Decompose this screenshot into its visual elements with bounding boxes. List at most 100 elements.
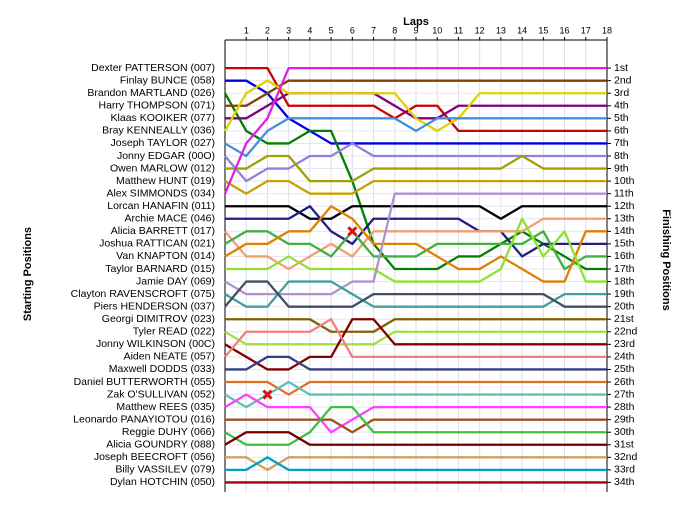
driver-label: Jonny WILKINSON (00C) — [96, 338, 215, 350]
series-line — [225, 318, 607, 333]
y2-tick-label: 5th — [614, 112, 629, 124]
series-line — [223, 66, 607, 195]
y2-tick-label: 18th — [614, 275, 635, 287]
y2-tick-label: 23rd — [614, 338, 635, 350]
driver-label: Alicia GOUNDRY (088) — [106, 439, 215, 451]
driver-label: Brandon MARTLAND (026) — [87, 87, 215, 99]
driver-label: Taylor BARNARD (015) — [105, 263, 215, 275]
driver-label: Owen MARLOW (012) — [110, 162, 215, 174]
y2-tick-label: 9th — [614, 162, 629, 174]
y2-tick-label: 11th — [614, 187, 634, 199]
y2-tick-label: 31st — [614, 439, 634, 451]
series-line — [224, 205, 607, 283]
chart-title: Laps — [403, 16, 429, 28]
driver-label: Bray KENNEALLY (036) — [102, 125, 215, 137]
series-line — [224, 330, 607, 346]
y2-tick-label: 28th — [614, 401, 635, 413]
driver-label: Jonny EDGAR (00O) — [117, 150, 215, 162]
x-tick-label: 3 — [286, 25, 291, 35]
driver-label: Reggie DUHY (066) — [122, 426, 215, 438]
y2-tick-label: 19th — [614, 288, 635, 300]
series-line — [224, 280, 607, 308]
y2-tick-label: 17th — [614, 263, 635, 275]
series-line — [224, 117, 607, 158]
driver-label: Georgi DIMITROV (023) — [102, 313, 215, 325]
x-tick-label: 10 — [432, 25, 442, 35]
x-tick-label: 18 — [602, 25, 612, 35]
x-tick-label: 9 — [413, 25, 418, 35]
y2-tick-label: 26th — [614, 376, 635, 388]
y2-tick-label: 33rd — [614, 464, 635, 476]
series-line — [224, 217, 607, 271]
series-line — [224, 431, 607, 446]
series-line — [225, 66, 607, 133]
y2-tick-label: 6th — [614, 125, 629, 137]
y2-tick-label: 29th — [614, 413, 635, 425]
series-line — [224, 280, 607, 308]
series-line — [224, 318, 607, 359]
x-tick-label: 4 — [307, 25, 312, 35]
y2-tick-label: 22nd — [614, 326, 638, 338]
x-tick-label: 7 — [371, 25, 376, 35]
driver-label: Clayton RAVENSCROFT (075) — [71, 288, 215, 300]
y2-tick-label: 30th — [614, 426, 635, 438]
x-tick-label: 1 — [244, 25, 249, 35]
series-line — [225, 456, 607, 472]
series-line — [224, 142, 607, 183]
series-line — [224, 393, 607, 434]
driver-label: Jamie DAY (069) — [136, 275, 215, 287]
series-line — [223, 79, 607, 133]
driver-label: Tyler READ (022) — [133, 326, 215, 338]
y2-tick-label: 32nd — [614, 451, 638, 463]
y2-tick-label: 3rd — [614, 87, 629, 99]
driver-label: Piers HENDERSON (037) — [94, 300, 215, 312]
x-tick-label: 17 — [581, 25, 591, 35]
driver-label: Lorcan HANAFIN (011) — [107, 200, 215, 212]
driver-label: Alicia BARRETT (017) — [111, 225, 215, 237]
driver-label: Joseph TAYLOR (027) — [111, 137, 215, 149]
y2-tick-label: 7th — [614, 137, 629, 149]
driver-label: Leonardo PANAYIOTOU (016) — [73, 413, 215, 425]
x-tick-label: 14 — [517, 25, 527, 35]
y2-tick-label: 20th — [614, 300, 635, 312]
y2-tick-label: 10th — [614, 175, 635, 187]
x-tick-label: 13 — [496, 25, 506, 35]
series-line — [224, 179, 607, 195]
series-line — [225, 418, 607, 434]
series-line — [225, 456, 607, 472]
y2-tick-label: 34th — [614, 476, 635, 488]
series-line — [225, 154, 607, 183]
series-line — [224, 230, 607, 271]
driver-label: Matthew HUNT (019) — [116, 175, 215, 187]
driver-label: Dylan HOTCHIN (050) — [110, 476, 215, 488]
driver-label: Joseph BEECROFT (056) — [94, 451, 215, 463]
x-tick-label: 16 — [560, 25, 570, 35]
y-axis-label: Starting Positions — [22, 227, 34, 321]
driver-label: Archie MACE (046) — [125, 213, 215, 225]
series-line — [225, 217, 607, 283]
y2-tick-label: 27th — [614, 388, 635, 400]
series-line — [224, 192, 607, 296]
driver-label: Alex SIMMONDS (034) — [106, 187, 215, 199]
driver-label: Joshua RATTICAN (021) — [99, 238, 215, 250]
x-tick-label: 8 — [392, 25, 397, 35]
y2-tick-label: 12th — [614, 200, 635, 212]
x-tick-label: 5 — [329, 25, 334, 35]
x-tick-label: 2 — [265, 25, 270, 35]
series-line — [225, 205, 607, 220]
y2-tick-label: 14th — [614, 225, 635, 237]
series-line — [225, 205, 607, 258]
incident-marker — [347, 226, 358, 237]
series-line — [224, 380, 607, 409]
x-tick-label: 11 — [454, 25, 463, 35]
driver-label: Dexter PATTERSON (007) — [91, 62, 215, 74]
x-tick-label: 6 — [350, 25, 355, 35]
series-line — [225, 79, 607, 107]
y2-tick-label: 15th — [614, 238, 635, 250]
x-tick-label: 12 — [475, 25, 485, 35]
series-line — [225, 355, 607, 371]
y2-tick-label: 4th — [614, 100, 629, 112]
y2-tick-label: 25th — [614, 363, 635, 375]
driver-label: Aiden NEATE (057) — [124, 351, 215, 363]
